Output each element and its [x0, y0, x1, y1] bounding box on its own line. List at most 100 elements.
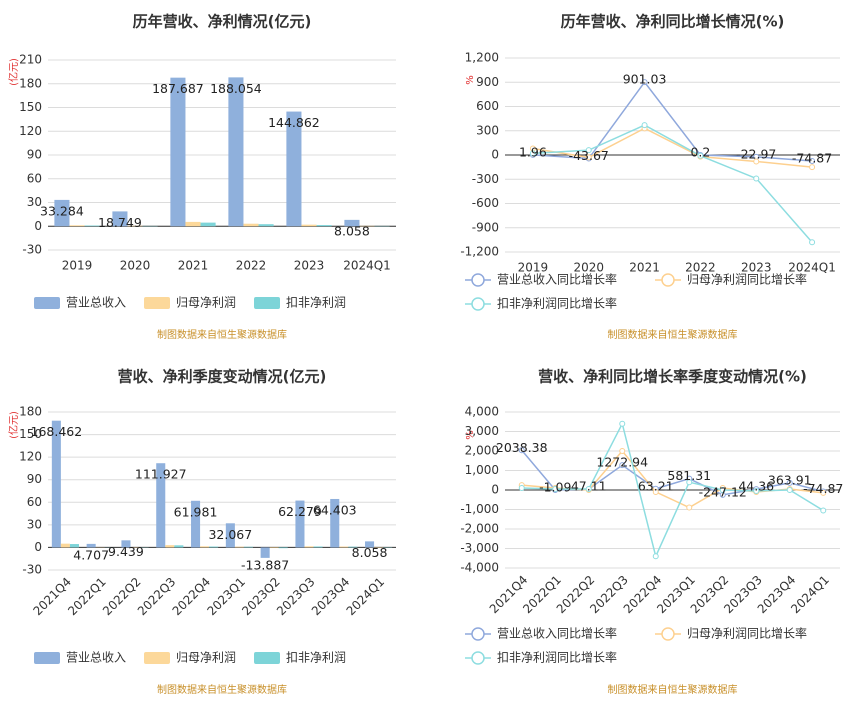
point — [809, 164, 816, 171]
data-label: -74.87 — [792, 151, 832, 166]
x-tick-label: 2020 — [120, 259, 151, 273]
data-label: 44.36 — [738, 479, 774, 494]
data-label: 32.067 — [208, 527, 252, 542]
bar — [185, 221, 201, 227]
line — [532, 80, 813, 162]
legend-label: 归母净利润同比增长率 — [687, 626, 807, 641]
legend-swatch — [34, 652, 60, 664]
point — [809, 158, 816, 165]
data-label: -1.09 — [539, 480, 571, 495]
bar — [365, 541, 375, 548]
legend-label: 扣非净利润同比增长率 — [497, 296, 617, 311]
y-tick-label: 0 — [491, 148, 499, 162]
y-tick-label: 210 — [19, 53, 42, 67]
bar — [191, 500, 201, 548]
bar — [121, 540, 131, 548]
data-label: 901.03 — [623, 72, 667, 87]
chart-title: 营收、净利同比增长率季度变动情况(%) — [538, 368, 807, 386]
bar — [69, 544, 79, 548]
x-tick-label: 2021 — [178, 259, 209, 273]
unit-label: % — [465, 75, 476, 85]
data-label: 581.31 — [667, 468, 711, 483]
point — [518, 447, 525, 454]
x-tick-label: 2022 — [685, 261, 716, 275]
data-label: -43.67 — [569, 148, 609, 163]
y-tick-label: 300 — [476, 123, 499, 137]
data-label: 9.439 — [108, 544, 144, 559]
point — [753, 175, 760, 182]
y-tick-label: 150 — [19, 427, 42, 441]
data-label: 8.058 — [334, 223, 370, 238]
y-tick-label: -300 — [472, 172, 499, 186]
point — [719, 487, 726, 493]
y-tick-label: 4,000 — [465, 405, 499, 419]
legend-label: 营业总收入 — [66, 651, 126, 665]
unit-label: (亿元) — [7, 58, 20, 86]
x-tick-label: 2024Q1 — [343, 259, 391, 273]
data-label: 2038.38 — [496, 440, 548, 455]
bar — [86, 543, 96, 548]
x-tick-label: 2021 — [629, 261, 660, 275]
bar — [54, 199, 70, 227]
y-tick-label: 2,000 — [465, 444, 499, 458]
data-label: 4.707 — [73, 547, 109, 562]
bar — [316, 225, 332, 227]
point — [619, 448, 626, 454]
bar — [69, 225, 85, 227]
bar — [234, 546, 244, 548]
data-label: -13.887 — [241, 557, 289, 572]
point — [585, 154, 592, 161]
chart-title: 历年营收、净利同比增长情况(%) — [561, 13, 785, 31]
legend-swatch — [471, 651, 485, 665]
point — [697, 152, 704, 159]
point — [619, 462, 626, 469]
y-tick-label: -30 — [22, 243, 42, 257]
bar — [209, 546, 219, 548]
bar — [344, 219, 360, 227]
point — [529, 150, 536, 157]
y-tick-label: 0 — [34, 219, 42, 233]
source-note: 制图数据来自恒生聚源数据库 — [608, 328, 738, 341]
y-tick-label: 0 — [34, 540, 42, 554]
bar — [156, 463, 166, 548]
chart-title: 营收、净利季度变动情况(亿元) — [118, 368, 327, 386]
legend-swatch — [254, 652, 280, 664]
bar — [313, 546, 323, 548]
bar — [278, 547, 288, 549]
point — [686, 479, 693, 486]
y-tick-label: 120 — [19, 124, 42, 138]
data-label: 18.749 — [98, 215, 142, 230]
y-tick-label: 30 — [27, 517, 42, 531]
y-tick-label: 1,200 — [465, 51, 499, 65]
bar — [295, 500, 305, 548]
bar — [228, 77, 244, 227]
line — [532, 127, 813, 168]
point — [641, 79, 648, 86]
data-label: 168.462 — [31, 424, 83, 439]
source-note: 制图数据来自恒生聚源数据库 — [608, 683, 738, 696]
bar — [170, 77, 186, 227]
bar — [348, 546, 358, 548]
y-tick-label: -1,000 — [460, 502, 499, 516]
point — [820, 507, 827, 514]
bar — [243, 546, 253, 548]
point — [786, 487, 793, 493]
legend-label: 营业总收入同比增长率 — [497, 272, 617, 287]
x-tick-label: 2019 — [62, 259, 93, 273]
x-tick-label: 2022 — [236, 259, 267, 273]
y-tick-label: 60 — [27, 171, 42, 185]
y-tick-label: -30 — [22, 563, 42, 577]
data-label: 144.862 — [268, 115, 320, 130]
legend-label: 扣非净利润同比增长率 — [497, 650, 617, 665]
bar — [60, 543, 70, 548]
point — [786, 479, 793, 486]
y-tick-label: 90 — [27, 148, 42, 162]
data-label: 47.11 — [571, 479, 607, 494]
bar — [200, 546, 210, 548]
x-tick-label: 2020 — [573, 261, 604, 275]
bar — [304, 546, 314, 548]
point — [820, 489, 827, 496]
point — [753, 158, 760, 165]
point — [619, 420, 626, 427]
data-label: 62.279 — [278, 504, 322, 519]
